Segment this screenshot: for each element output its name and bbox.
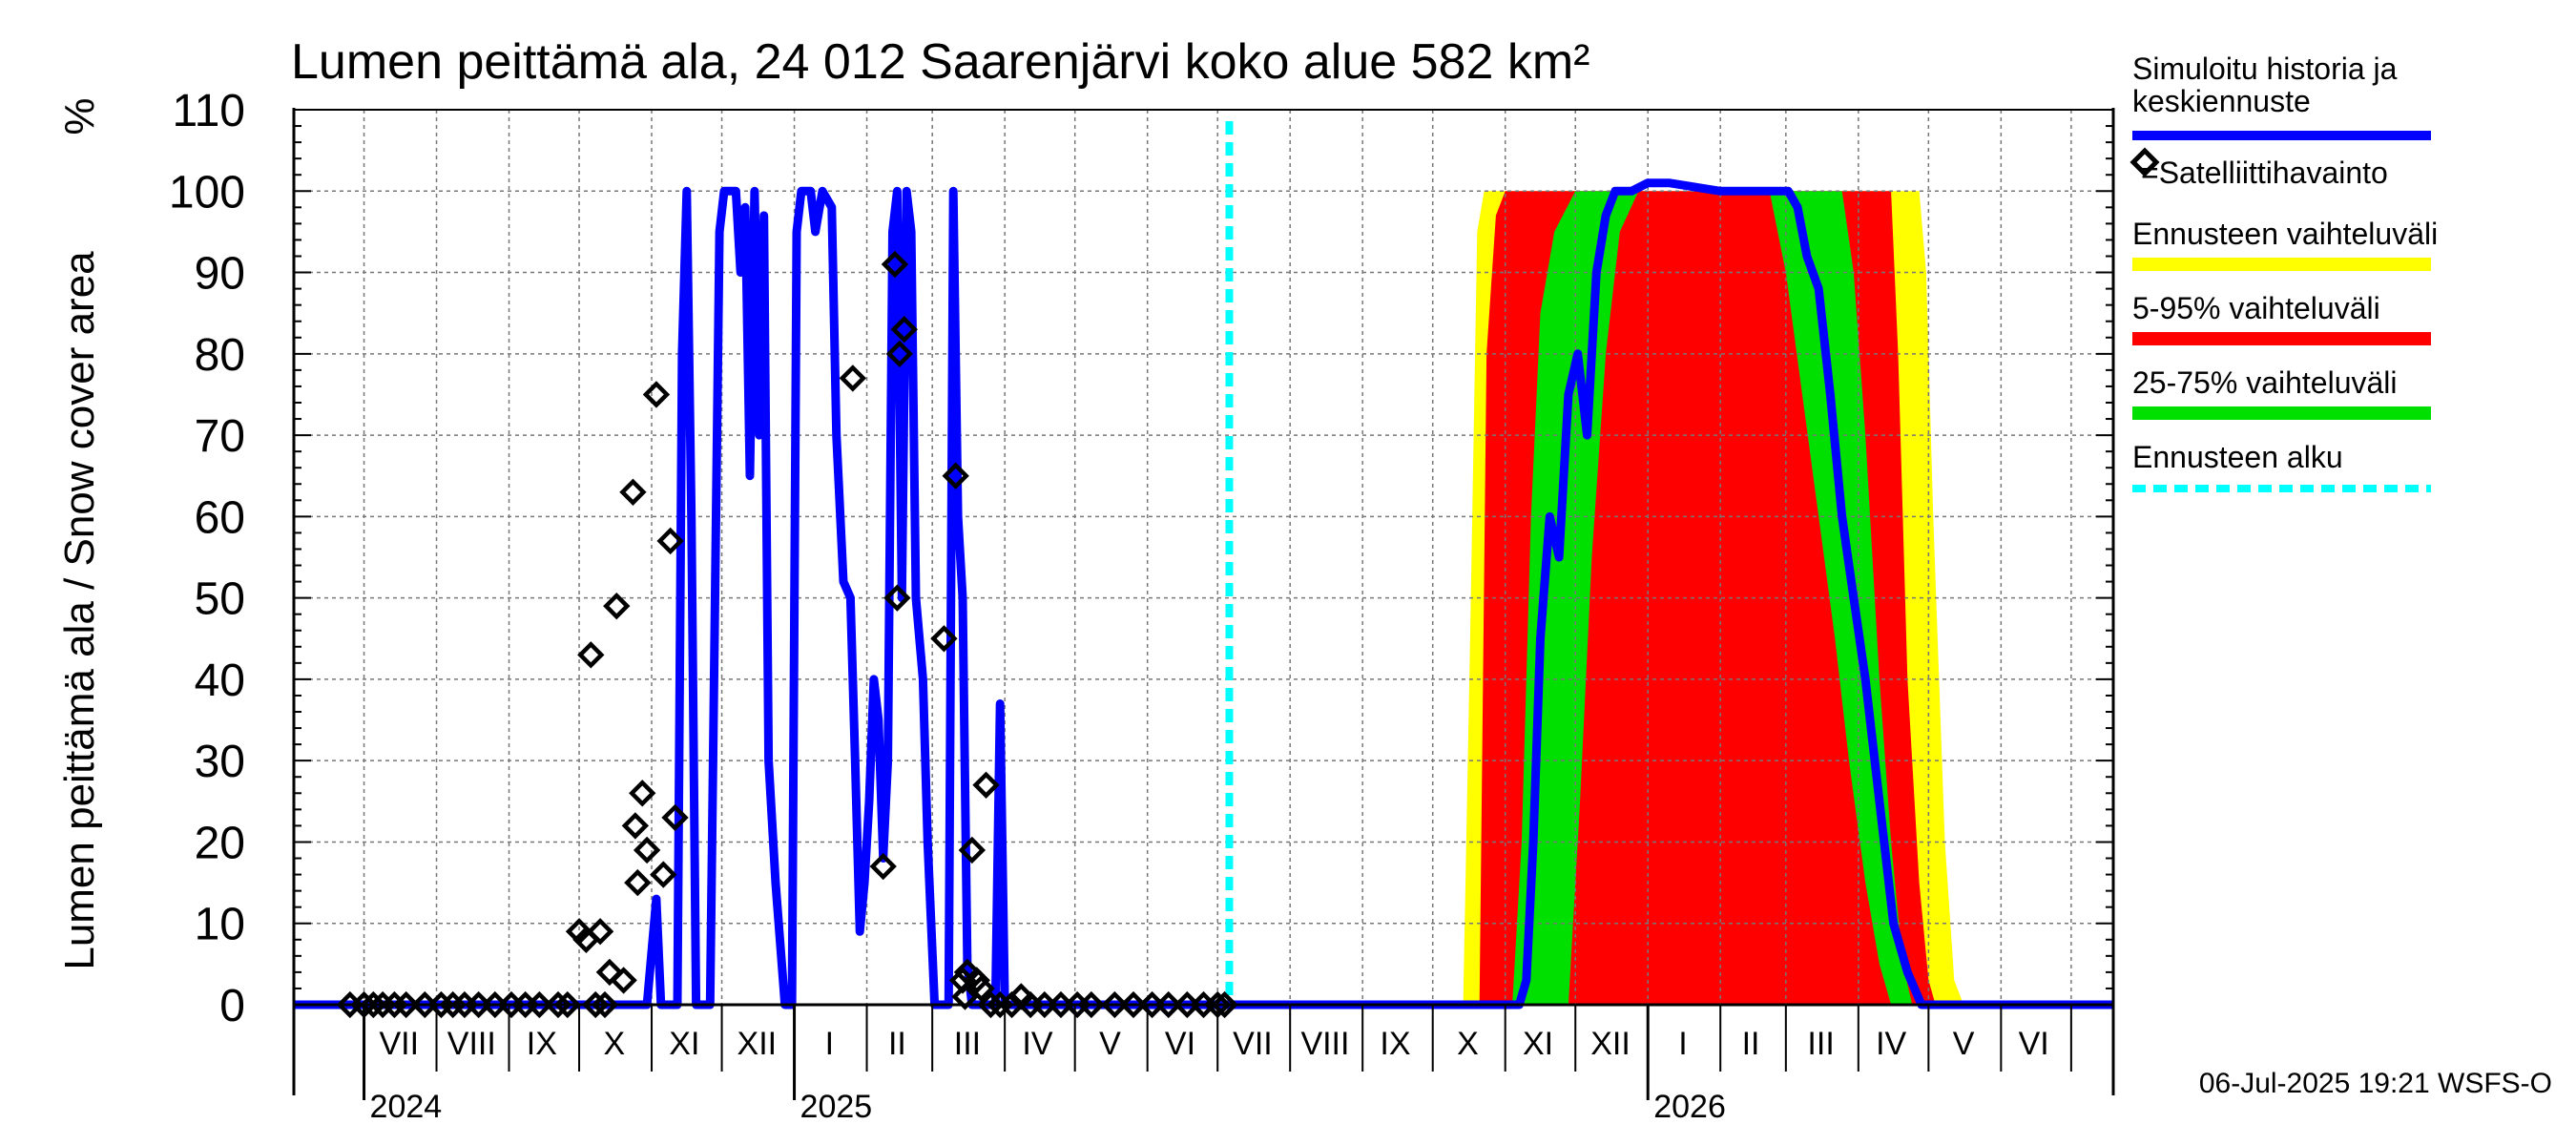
satellite-point: [883, 584, 911, 612]
x-month-label: X: [1457, 1026, 1479, 1062]
x-month-label: VII: [1233, 1026, 1273, 1062]
satellite-point: [881, 250, 909, 279]
satellite-point: [890, 316, 918, 344]
satellite-point: [972, 771, 1000, 799]
x-month-label: XII: [1590, 1026, 1631, 1062]
x-month-label: III: [954, 1026, 981, 1062]
x-month-label: IX: [527, 1026, 557, 1062]
y-tick-labels: 0 10 20 30 40 50 60 70 80 90 100 110: [169, 86, 245, 1031]
satellite-point: [839, 364, 867, 392]
satellite-point: [629, 780, 656, 807]
y-tick-label: 40: [195, 656, 245, 706]
x-month-label: XI: [669, 1026, 699, 1062]
y-tick-label: 100: [169, 167, 245, 218]
satellite-point: [603, 592, 631, 620]
observations-layer: [336, 250, 1238, 1019]
legend-satellite-label: =Satelliittihavainto: [2141, 156, 2388, 190]
satellite-point: [650, 861, 677, 888]
satellite-point: [661, 803, 689, 832]
satellite-point: [958, 836, 987, 864]
legend-history-label-line1: Simuloitu historia ja: [2132, 52, 2398, 86]
x-month-label: X: [603, 1026, 625, 1062]
x-axis-labels: VII VIII IX X XI XII I II III IV V VI VII VIII IX X XI XI…: [370, 1026, 2049, 1125]
satellite-point: [869, 852, 897, 881]
x-month-label: VII: [380, 1026, 420, 1062]
x-month-label: I: [825, 1026, 834, 1062]
x-month-label: II: [1742, 1026, 1760, 1062]
x-month-label: XII: [737, 1026, 778, 1062]
satellite-point: [633, 836, 661, 864]
x-year-label: 2026: [1653, 1089, 1726, 1125]
y-tick-label: 10: [195, 900, 245, 950]
satellite-point: [621, 812, 650, 840]
y-axis-label: Lumen peittämä ala / Snow cover area: [56, 251, 103, 970]
x-month-label: V: [1099, 1026, 1121, 1062]
legend: Simuloitu historia ja keskiennuste =Sate…: [2129, 52, 2438, 492]
satellite-point: [577, 641, 605, 669]
y-axis-unit: %: [56, 97, 103, 135]
y-tick-label: 80: [195, 330, 245, 381]
y-tick-label: 110: [172, 86, 245, 136]
y-tick-label: 50: [195, 574, 245, 625]
legend-25-75-label: 25-75% vaihteluväli: [2132, 365, 2398, 400]
satellite-point: [610, 967, 637, 994]
x-month-label: VIII: [447, 1026, 496, 1062]
footer-timestamp: 06-Jul-2025 19:21 WSFS-O: [2199, 1068, 2552, 1099]
legend-range-label: Ennusteen vaihteluväli: [2132, 217, 2438, 251]
chart-title: Lumen peittämä ala, 24 012 Saarenjärvi k…: [291, 34, 1589, 90]
x-year-label: 2025: [800, 1089, 873, 1125]
legend-satellite-swatch: [2129, 147, 2160, 177]
x-month-label: I: [1678, 1026, 1687, 1062]
legend-history-label-line2: keskiennuste: [2132, 84, 2311, 118]
x-month-label: IX: [1380, 1026, 1410, 1062]
satellite-point: [642, 381, 671, 408]
legend-5-95-label: 5-95% vaihteluväli: [2132, 291, 2380, 325]
y-tick-label: 90: [195, 249, 245, 300]
x-month-label: XI: [1523, 1026, 1553, 1062]
x-month-label: VI: [1165, 1026, 1195, 1062]
y-tick-label: 20: [195, 818, 245, 868]
axes-layer: [292, 108, 2115, 1100]
satellite-point: [586, 918, 614, 946]
series-layer: [294, 178, 2113, 1010]
satellite-point: [619, 478, 647, 506]
series-line-0: [294, 178, 2113, 1010]
x-month-label: III: [1807, 1026, 1834, 1062]
legend-forecast-start-label: Ennusteen alku: [2132, 440, 2343, 474]
satellite-point: [885, 340, 914, 367]
y-tick-label: 60: [195, 492, 245, 543]
x-month-label: II: [888, 1026, 906, 1062]
satellite-point: [930, 625, 958, 653]
x-month-label: VI: [2019, 1026, 2049, 1062]
y-tick-label: 0: [219, 981, 245, 1031]
satellite-point: [942, 462, 969, 489]
y-tick-label: 30: [195, 737, 245, 787]
x-month-label: V: [1953, 1026, 1975, 1062]
satellite-point: [656, 527, 684, 555]
y-tick-label: 70: [195, 411, 245, 462]
satellite-point: [967, 974, 995, 1003]
x-month-label: IV: [1022, 1026, 1052, 1062]
x-month-label: IV: [1876, 1026, 1906, 1062]
x-year-label: 2024: [370, 1089, 443, 1125]
x-month-label: VIII: [1300, 1026, 1349, 1062]
satellite-point: [624, 868, 652, 897]
